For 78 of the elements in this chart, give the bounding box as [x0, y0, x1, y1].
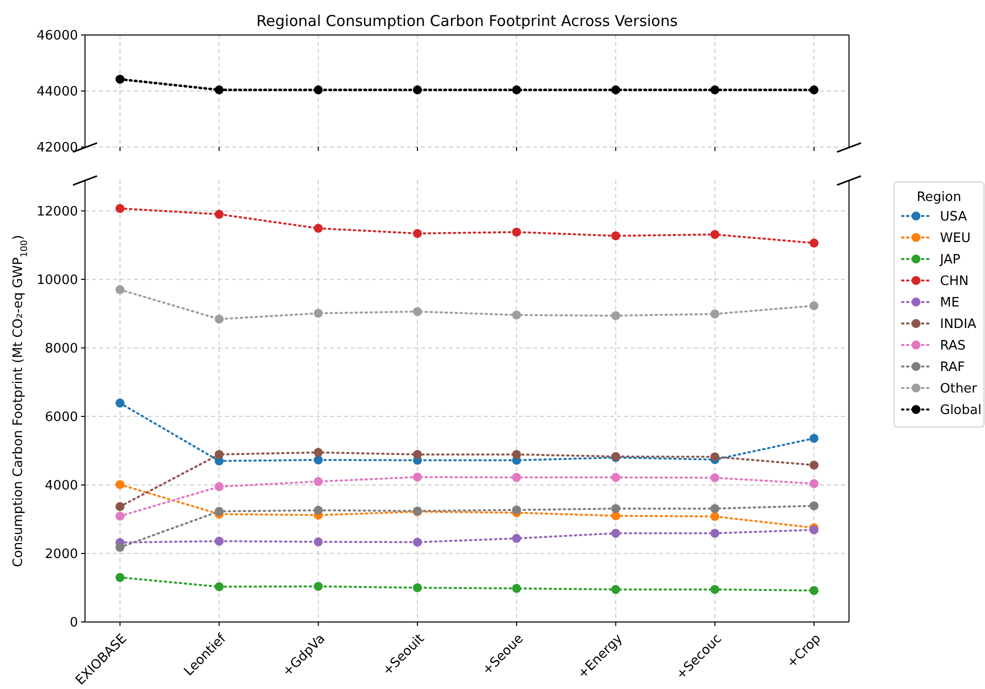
point	[314, 308, 323, 318]
y-tick-label: 2000	[44, 547, 78, 562]
legend-label: JAP	[939, 252, 960, 268]
point	[810, 479, 818, 488]
point	[611, 231, 620, 240]
legend-label: INDIA	[940, 317, 976, 332]
point	[512, 505, 522, 514]
point	[810, 460, 818, 470]
point	[710, 473, 720, 482]
point	[412, 307, 422, 316]
point	[710, 230, 720, 239]
y-tick-label: 46000	[36, 28, 78, 44]
y-tick-label: 8000	[44, 341, 78, 356]
legend-title: Region	[916, 190, 962, 205]
point	[412, 472, 422, 482]
point	[214, 450, 224, 459]
point	[116, 204, 124, 213]
legend-label: Global	[940, 403, 982, 418]
point	[314, 477, 323, 486]
point	[412, 450, 422, 459]
legend-label: Other	[940, 382, 978, 397]
point	[710, 452, 720, 462]
point	[412, 228, 422, 238]
point	[116, 502, 124, 512]
point	[314, 448, 323, 457]
legend-label: USA	[940, 210, 968, 225]
point	[116, 572, 124, 582]
point	[116, 398, 124, 408]
point	[214, 582, 224, 592]
point	[314, 224, 323, 233]
point	[611, 504, 620, 514]
y-tick-label: 6000	[44, 410, 78, 425]
point	[810, 434, 818, 443]
legend-label: ME	[940, 296, 960, 311]
point	[611, 472, 620, 482]
point	[412, 583, 422, 592]
point	[512, 534, 522, 543]
point	[314, 582, 323, 591]
point	[116, 542, 124, 552]
point	[810, 301, 818, 310]
point	[116, 512, 124, 521]
point	[412, 538, 422, 547]
point	[710, 309, 720, 318]
point	[810, 586, 818, 595]
point	[116, 285, 124, 294]
point	[710, 512, 720, 521]
legend-label: RAS	[940, 338, 966, 354]
y-tick-label: 0	[70, 616, 78, 631]
y-tick-label: 44000	[36, 84, 78, 100]
point	[214, 482, 224, 492]
chart-title: Regional Consumption Carbon Footprint Across Versions	[256, 12, 678, 30]
point	[611, 584, 620, 594]
point	[810, 238, 818, 248]
point	[512, 228, 522, 237]
point	[512, 450, 522, 459]
point	[314, 506, 323, 515]
point	[214, 536, 224, 546]
point	[611, 528, 620, 538]
point	[710, 528, 720, 538]
y-tick-label: 10000	[36, 272, 78, 288]
point	[314, 537, 323, 546]
point	[116, 480, 124, 490]
point	[512, 472, 522, 482]
legend-label: RAF	[940, 360, 965, 376]
legend-label: CHN	[940, 274, 969, 290]
point	[611, 311, 620, 320]
point	[214, 314, 224, 324]
point	[710, 504, 720, 514]
point	[214, 210, 224, 219]
point	[710, 584, 720, 594]
y-tick-label: 42000	[36, 140, 78, 156]
legend-label: WEU	[940, 231, 971, 246]
point	[512, 310, 522, 320]
point	[512, 584, 522, 593]
point	[214, 506, 224, 516]
point	[810, 501, 818, 510]
y-tick-label: 12000	[36, 204, 78, 220]
y-tick-label: 4000	[44, 478, 78, 494]
